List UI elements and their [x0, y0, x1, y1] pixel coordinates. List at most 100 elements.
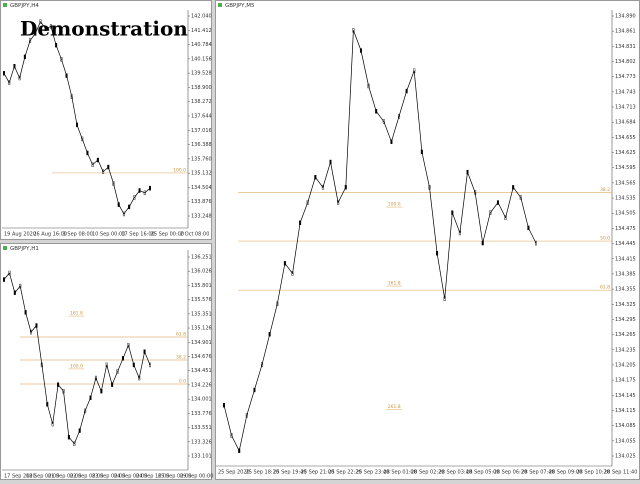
y-tick-label: 134.385	[615, 271, 636, 277]
y-tick-label: 134.451	[191, 368, 212, 374]
y-tick-label: 134.226	[191, 382, 212, 388]
y-tick-label: 135.132	[191, 171, 212, 177]
y-tick-label: 141.412	[191, 28, 212, 34]
candle	[148, 362, 151, 368]
x-tick-label: 3 Sep 08:00	[63, 232, 93, 238]
title-icon	[3, 3, 7, 7]
x-tick-label: 28 Sep 05:00	[466, 470, 499, 476]
x-tick-label: 28 Sep 10:20	[576, 470, 609, 476]
x-tick-label: 25 Sep 23:40	[356, 470, 389, 476]
level-label: 38.2	[176, 355, 186, 361]
y-tick-label: 136.388	[191, 142, 212, 148]
y-tick-label: 134.595	[615, 165, 636, 171]
x-tick-label: 25 Sep 00:00	[151, 232, 184, 238]
y-tick-label: 134.655	[615, 135, 636, 141]
y-tick-label: 134.025	[615, 454, 636, 460]
level-label: 100.0	[173, 167, 186, 173]
x-tick-label: 19 Aug 2020	[4, 232, 36, 238]
x-tick-label: 25 Sep 19:40	[273, 470, 306, 476]
x-tick-label: 28 Sep 07:40	[521, 470, 554, 476]
y-tick-label: 134.831	[615, 44, 636, 50]
y-tick-label: 134.145	[615, 393, 636, 399]
x-tick-label: 2 Oct 08:00	[180, 232, 209, 238]
level-note: 161.8	[70, 311, 83, 317]
y-tick-label: 134.325	[615, 302, 636, 308]
y-tick-label: 134.565	[615, 180, 636, 186]
y-tick-label: 134.055	[615, 438, 636, 444]
y-tick-label: 134.504	[191, 185, 212, 191]
window-title: GBPJPY,M5	[225, 3, 255, 9]
y-tick-label: 133.551	[191, 425, 212, 431]
level-note: 100.0	[70, 363, 83, 369]
banner: Demonstration	[20, 17, 188, 41]
y-tick-label: 134.676	[191, 354, 212, 360]
y-tick-label: 134.265	[615, 332, 636, 338]
y-tick-label: 133.326	[191, 439, 212, 445]
x-tick-label: 21 Sep 00:00	[48, 474, 81, 480]
y-tick-label: 137.644	[191, 114, 212, 120]
y-tick-label: 134.175	[615, 378, 636, 384]
chart-window[interactable]	[215, 0, 640, 480]
y-tick-label: 138.900	[191, 85, 212, 91]
y-tick-label: 135.576	[191, 297, 212, 303]
y-tick-label: 136.251	[191, 255, 212, 261]
x-tick-label: 18 Sep 00:00	[26, 474, 59, 480]
y-tick-label: 134.085	[615, 423, 636, 429]
y-tick-label: 134.505	[615, 211, 636, 217]
y-tick-label: 133.248	[191, 214, 212, 220]
x-tick-label: 28 Sep 02:20	[411, 470, 444, 476]
x-tick-label: 17 Sep 2020	[4, 474, 36, 480]
x-tick-label: 25 Sep 18:20	[246, 470, 279, 476]
y-tick-label: 137.016	[191, 128, 212, 134]
y-tick-label: 134.475	[615, 226, 636, 232]
y-tick-label: 134.901	[191, 340, 212, 346]
x-tick-label: 24 Sep 16:00	[136, 474, 169, 480]
x-tick-label: 25 Sep 22:20	[328, 470, 361, 476]
level-note: 161.8	[388, 281, 401, 287]
x-tick-label: 24 Sep 00:00	[114, 474, 147, 480]
x-tick-label: 28 Sep 11:40	[604, 470, 637, 476]
level-note: 100.0	[388, 202, 401, 208]
price-line	[3, 21, 151, 215]
y-tick-label: 134.535	[615, 196, 636, 202]
x-tick-label: 25 Sep 2020	[218, 470, 250, 476]
x-tick-label: 26 Aug 16:00	[33, 232, 67, 238]
chart-window[interactable]	[0, 243, 212, 480]
title-icon	[3, 246, 7, 250]
y-tick-label: 134.684	[615, 120, 636, 126]
y-tick-label: 135.351	[191, 311, 212, 317]
window-title: GBPJPY,H4	[10, 3, 39, 9]
x-tick-label: 28 Sep 03:40	[439, 470, 472, 476]
y-tick-label: 140.784	[191, 42, 212, 48]
x-tick-label: 25 Sep 21:00	[301, 470, 334, 476]
y-tick-label: 136.026	[191, 269, 212, 275]
y-tick-label: 134.445	[615, 241, 636, 247]
price-line	[3, 272, 151, 445]
y-tick-label: 134.773	[615, 74, 636, 80]
x-tick-label: 28 Sep 06:20	[494, 470, 527, 476]
x-tick-label: 22 Sep 08:00	[70, 474, 103, 480]
y-tick-label: 133.101	[191, 454, 212, 460]
window-title: GBPJPY,H1	[10, 246, 39, 252]
y-tick-label: 134.355	[615, 287, 636, 293]
x-tick-label: 29 Sep 00:00	[180, 474, 213, 480]
title-icon	[218, 3, 222, 7]
chart-window[interactable]	[0, 0, 212, 240]
price-line	[223, 30, 537, 452]
y-tick-label: 135.801	[191, 283, 212, 289]
candle	[3, 71, 6, 76]
y-tick-label: 134.205	[615, 362, 636, 368]
y-tick-label: 134.713	[615, 105, 636, 111]
y-tick-label: 134.625	[615, 150, 636, 156]
level-label: 61.8	[600, 285, 610, 291]
level-label: 50.0	[600, 236, 610, 242]
y-tick-label: 133.776	[191, 411, 212, 417]
x-tick-label: 28 Sep 09:00	[549, 470, 582, 476]
y-tick-label: 142.040	[191, 14, 212, 20]
y-tick-label: 138.272	[191, 99, 212, 105]
y-tick-label: 134.861	[615, 29, 636, 35]
x-tick-label: 25 Sep 00:00	[158, 474, 191, 480]
y-tick-label: 134.235	[615, 347, 636, 353]
